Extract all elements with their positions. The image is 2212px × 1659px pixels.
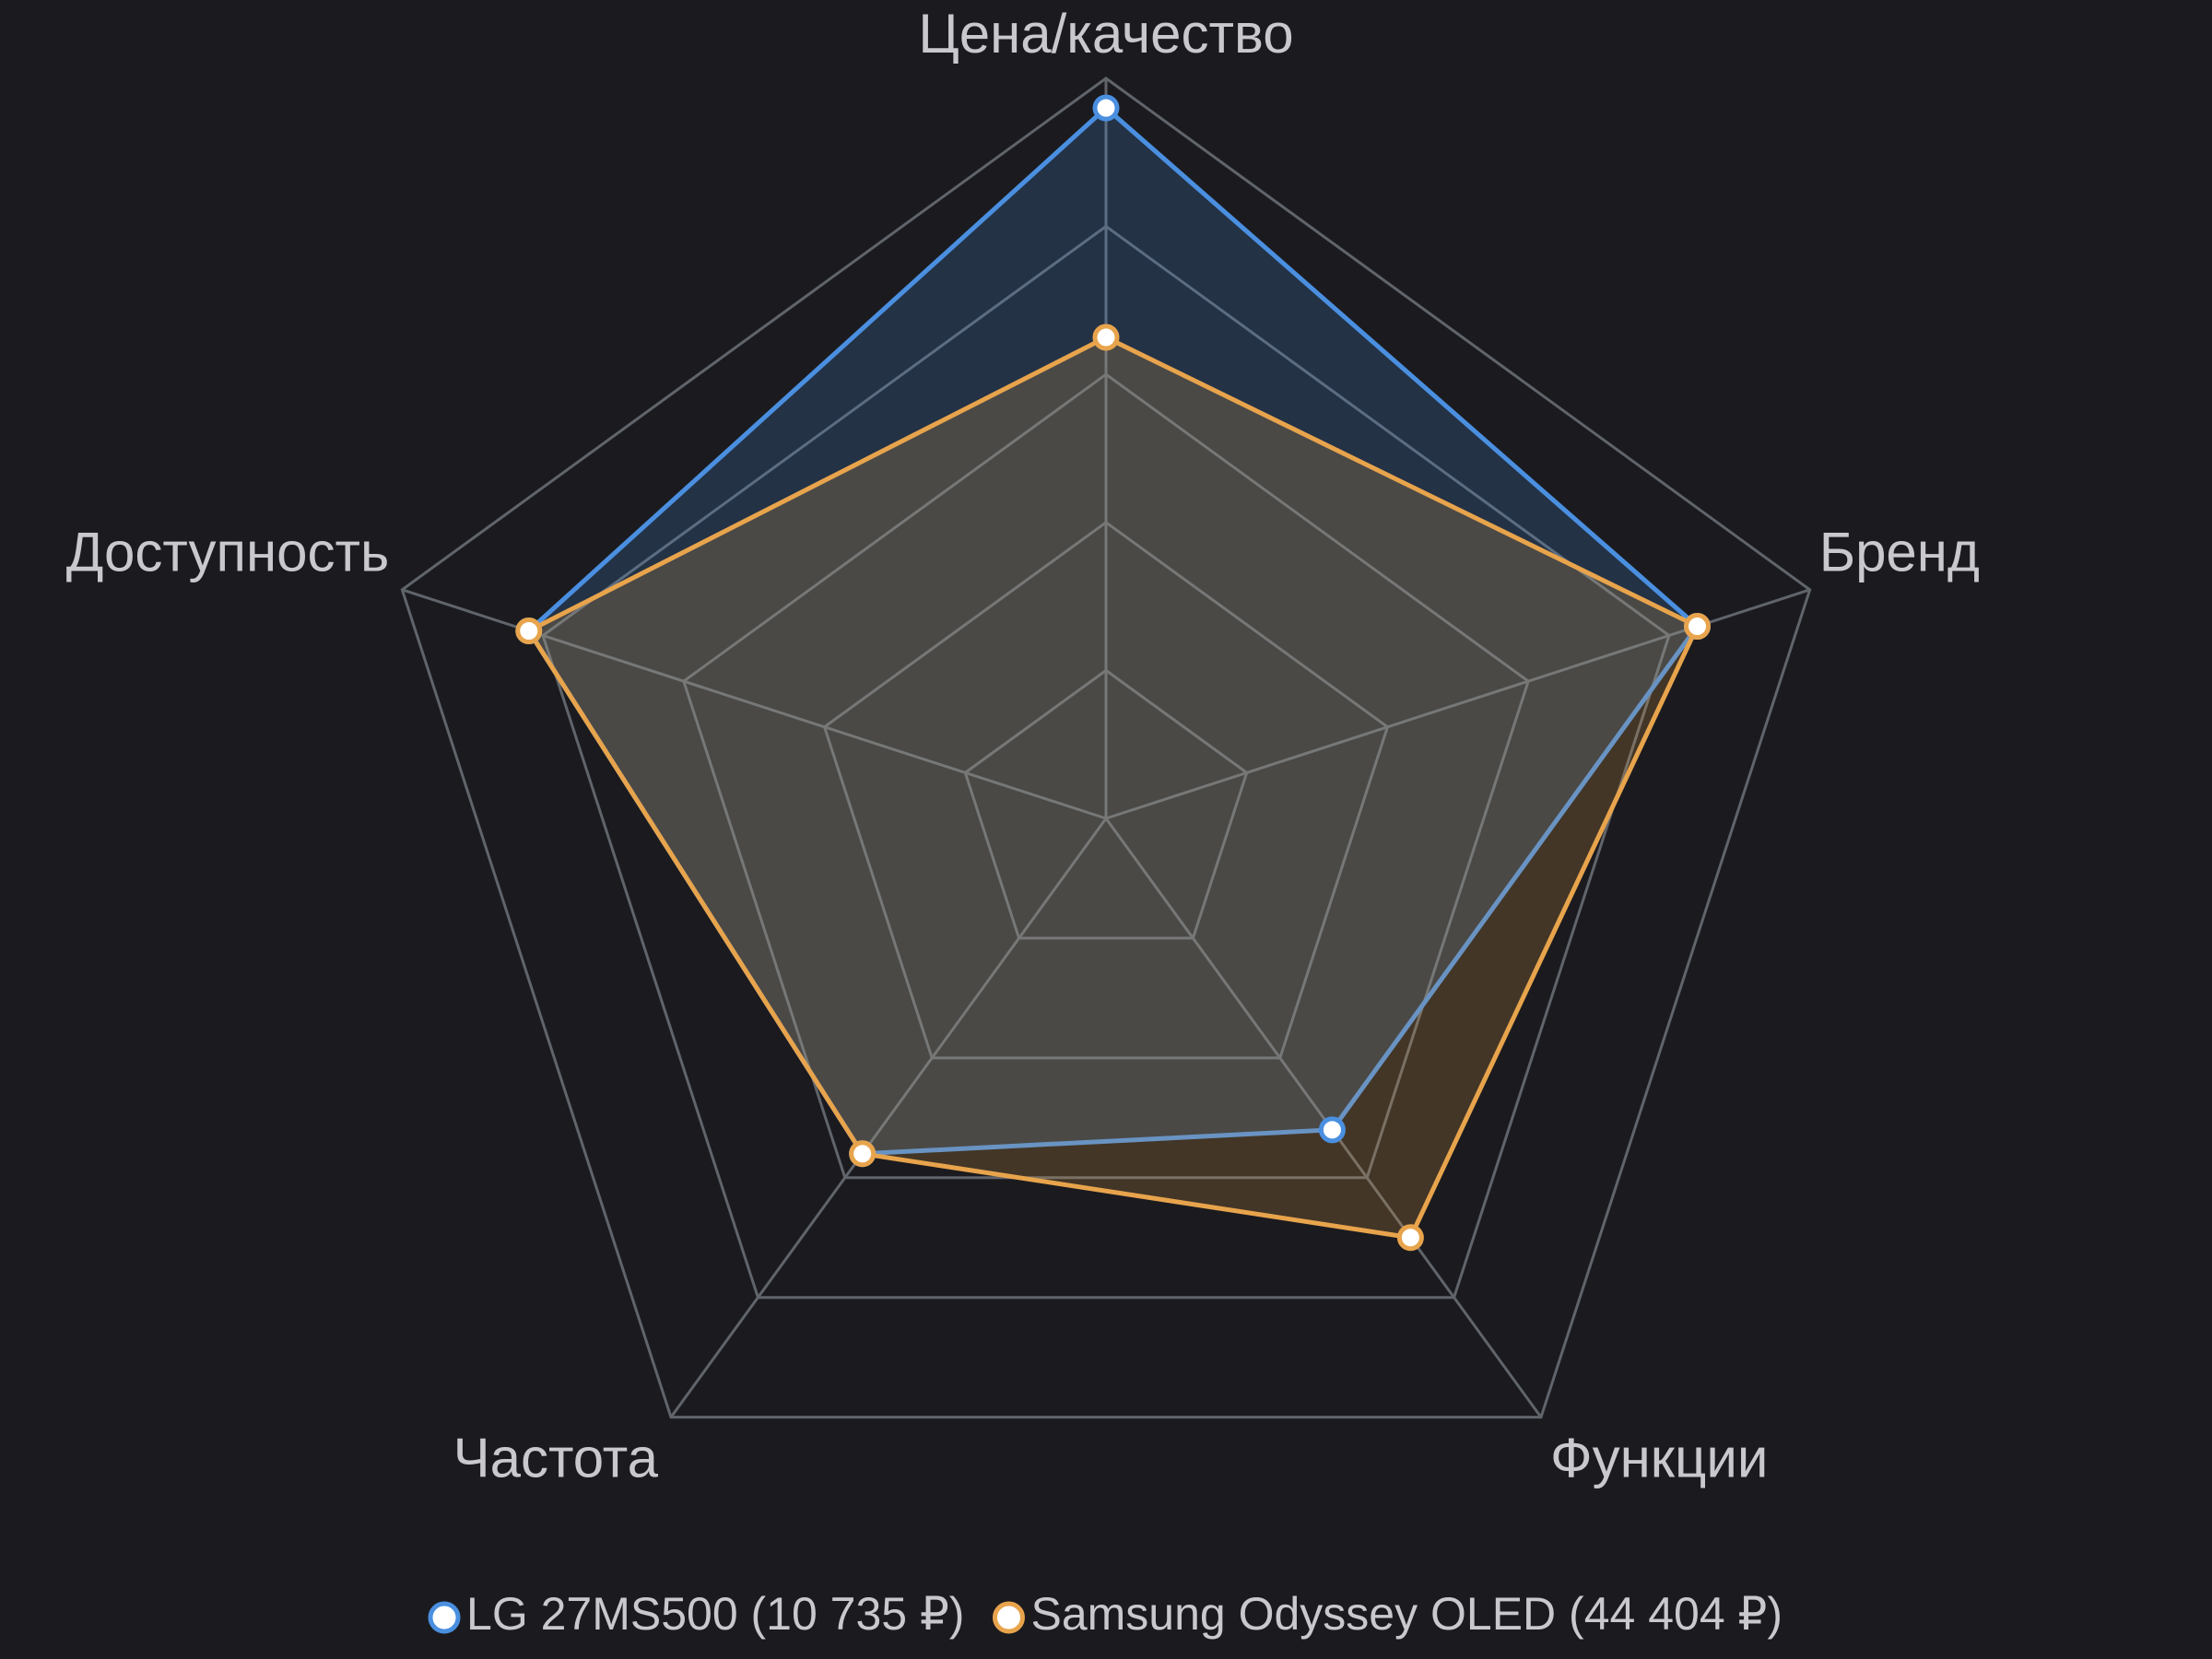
data-point <box>515 618 543 645</box>
legend: LG 27MS500 (10 735 ₽) Samsung Odyssey OLE… <box>428 1588 1783 1640</box>
grid-ring <box>822 520 1390 1060</box>
data-point <box>1396 1224 1424 1252</box>
grid-spoke <box>1104 818 1543 1418</box>
legend-label: LG 27MS500 (10 735 ₽) <box>466 1588 964 1640</box>
legend-marker <box>992 1601 1025 1634</box>
data-point <box>1684 613 1712 641</box>
legend-label: Samsung Odyssey OLED (44 404 ₽) <box>1030 1588 1783 1640</box>
axis-label: Функции <box>1550 1427 1768 1488</box>
series-area <box>526 105 1700 1157</box>
data-point <box>1318 1116 1346 1144</box>
axis-label: Частота <box>453 1427 659 1488</box>
grid-spoke <box>669 818 1108 1418</box>
grid-ring <box>400 76 1812 1419</box>
data-point <box>1092 324 1120 351</box>
series-area <box>526 335 1700 1241</box>
data-point <box>1092 94 1120 122</box>
grid-ring <box>963 668 1249 940</box>
axis-label: Доступность <box>66 522 390 583</box>
grid-ring <box>682 372 1530 1180</box>
axis-label: Бренд <box>1819 522 1980 583</box>
data-point <box>849 1140 877 1168</box>
axis-label: Цена/качество <box>918 3 1293 65</box>
legend-marker <box>428 1601 461 1634</box>
